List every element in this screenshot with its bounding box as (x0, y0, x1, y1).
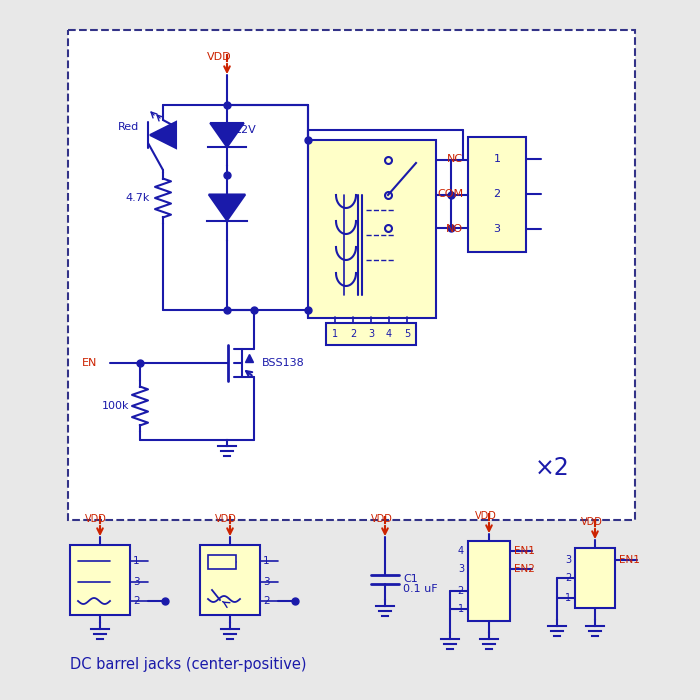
Bar (575, 548, 615, 608)
Text: 2: 2 (458, 586, 464, 596)
Bar (468, 137, 526, 252)
Text: 1: 1 (458, 604, 464, 614)
Text: 5: 5 (404, 329, 410, 339)
Text: 3: 3 (368, 329, 374, 339)
Text: 3: 3 (494, 224, 500, 234)
Text: 3: 3 (565, 555, 571, 565)
Text: 12V: 12V (235, 125, 257, 135)
Text: DC barrel jacks (center-positive): DC barrel jacks (center-positive) (70, 657, 307, 673)
Text: VDD: VDD (215, 514, 237, 524)
Bar (468, 541, 510, 621)
Text: EN1: EN1 (514, 546, 535, 556)
Bar (208, 555, 236, 569)
Text: VDD: VDD (207, 52, 232, 62)
Text: 1: 1 (133, 556, 139, 566)
Text: 4.7k: 4.7k (125, 193, 149, 203)
Polygon shape (150, 122, 176, 148)
Text: EN1: EN1 (619, 555, 640, 565)
Text: EN: EN (82, 358, 97, 368)
Text: 0.1 uF: 0.1 uF (403, 584, 438, 594)
Text: BSS138: BSS138 (262, 358, 304, 368)
Text: 3: 3 (133, 577, 139, 587)
Text: VDD: VDD (475, 511, 497, 521)
Text: COM: COM (437, 189, 463, 199)
Text: 4: 4 (458, 546, 464, 556)
Bar (200, 545, 260, 615)
Text: 3: 3 (263, 577, 270, 587)
Polygon shape (210, 123, 244, 147)
Text: EN2: EN2 (514, 564, 535, 574)
Bar (68, 30, 635, 520)
Text: VDD: VDD (581, 517, 603, 527)
Text: NO: NO (446, 224, 463, 234)
Bar (326, 323, 416, 345)
Text: 2: 2 (494, 189, 500, 199)
Text: 2: 2 (263, 596, 270, 606)
Bar (70, 545, 130, 615)
Text: Red: Red (118, 122, 139, 132)
Text: 3: 3 (458, 564, 464, 574)
Text: 2: 2 (565, 573, 571, 583)
Text: 1: 1 (263, 556, 270, 566)
Text: 4: 4 (386, 329, 392, 339)
Text: NC: NC (447, 154, 463, 164)
Text: 1: 1 (332, 329, 338, 339)
Text: 1: 1 (494, 154, 500, 164)
Text: VDD: VDD (371, 514, 393, 524)
Text: 1: 1 (565, 593, 571, 603)
Polygon shape (209, 195, 245, 220)
Bar (308, 140, 436, 318)
Text: VDD: VDD (85, 514, 107, 524)
Text: 100k: 100k (102, 401, 130, 411)
Text: 2: 2 (133, 596, 139, 606)
Text: C1: C1 (403, 574, 418, 584)
Text: 2: 2 (350, 329, 356, 339)
Text: ×2: ×2 (535, 456, 570, 480)
